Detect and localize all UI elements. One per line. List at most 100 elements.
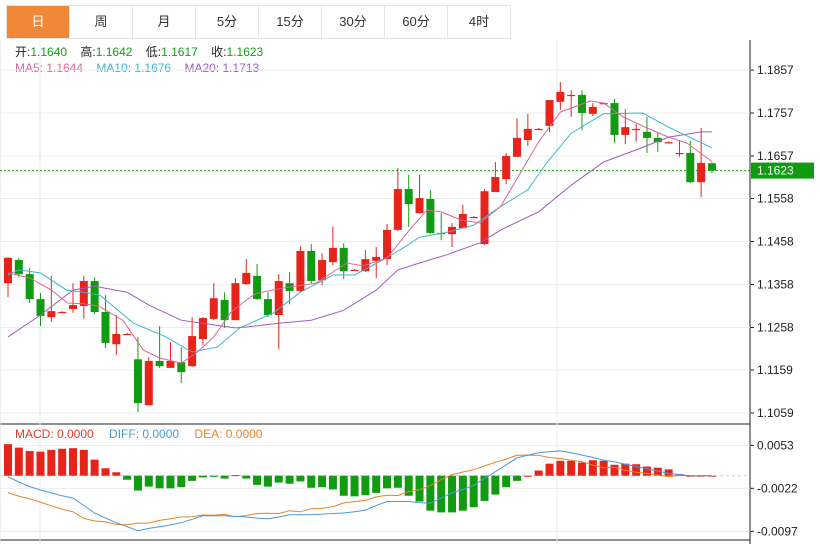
candle <box>426 189 435 235</box>
candle-body <box>209 298 218 319</box>
price-tick-label: 1.1059 <box>757 406 794 420</box>
candle-body <box>567 94 576 97</box>
macd-bar <box>599 460 608 476</box>
candle <box>588 103 597 116</box>
candle <box>642 116 651 153</box>
macd-panel <box>0 444 750 532</box>
ma5-value: MA5: 1.1644 <box>15 61 84 75</box>
macd-bar <box>231 475 240 477</box>
candle-body <box>534 128 543 131</box>
macd-bar <box>209 475 218 477</box>
candle <box>448 223 457 248</box>
candle-body <box>4 257 12 284</box>
macd-bar <box>155 475 164 489</box>
tab-7[interactable]: 4时 <box>448 6 511 38</box>
candle <box>653 131 662 153</box>
macd-bar <box>318 475 327 488</box>
candle <box>4 256 12 297</box>
macd-bar <box>4 444 12 476</box>
candle <box>577 90 586 131</box>
candle-body <box>415 198 424 214</box>
candle-body <box>36 299 45 316</box>
tab-3[interactable]: 5分 <box>196 6 259 38</box>
candle <box>47 275 56 322</box>
macd-bar <box>328 475 337 490</box>
candle-body <box>188 336 197 367</box>
tab-5[interactable]: 30分 <box>322 6 385 38</box>
candle-body <box>220 299 229 321</box>
tab-6[interactable]: 60分 <box>385 6 448 38</box>
candle <box>350 269 359 272</box>
candle-body <box>393 189 402 230</box>
macd-bar <box>556 460 565 476</box>
candle-body <box>133 359 142 404</box>
candle-body <box>112 333 121 345</box>
price-tick-label: 1.1159 <box>757 363 793 377</box>
macd-bar <box>296 475 305 482</box>
candle-body <box>664 142 673 144</box>
candle <box>610 98 619 144</box>
macd-bar <box>664 469 673 476</box>
macd-bar <box>101 468 110 476</box>
price-tick-label: 1.1857 <box>757 63 794 77</box>
open-label: 开: <box>15 45 31 59</box>
macd-bar <box>480 475 489 501</box>
macd-bar <box>513 475 522 481</box>
macd-bar <box>610 464 619 476</box>
candle <box>404 174 413 227</box>
candle-body <box>79 281 88 306</box>
candle <box>177 347 186 383</box>
candle-body <box>469 217 478 219</box>
macd-bar <box>188 475 197 481</box>
macd-bar <box>577 462 586 476</box>
candle-body <box>383 229 392 260</box>
candle <box>242 259 251 285</box>
macd-bar <box>632 464 641 476</box>
candle <box>68 283 77 313</box>
candle <box>25 268 34 303</box>
macd-bar <box>642 466 651 476</box>
macd-bar <box>242 475 251 479</box>
candle <box>274 274 283 349</box>
macd-bar <box>372 475 381 493</box>
macd-bar <box>404 475 413 496</box>
price-tick-label: 1.1258 <box>757 320 794 334</box>
diff-line <box>7 450 712 532</box>
candle-body <box>653 137 662 143</box>
candle <box>296 246 305 293</box>
tab-0[interactable]: 日 <box>7 6 70 38</box>
ma10-value: MA10: 1.1676 <box>96 61 172 75</box>
candle-body <box>502 155 511 180</box>
candle <box>556 82 565 110</box>
candle-body <box>404 189 413 205</box>
price-tick-label: 1.1358 <box>757 277 794 291</box>
candle <box>188 317 197 368</box>
macd-bar <box>68 448 77 476</box>
candle <box>144 357 153 406</box>
candle <box>123 333 132 336</box>
candle-body <box>318 259 327 281</box>
candle <box>697 128 706 198</box>
tab-1[interactable]: 周 <box>70 6 133 38</box>
candle <box>707 162 716 174</box>
macd-bar <box>339 475 348 496</box>
macd-bar <box>144 475 153 487</box>
macd-bar <box>502 475 511 488</box>
candle-body <box>697 162 706 183</box>
macd-bar <box>14 447 23 476</box>
ohlc-info: 开:1.1640 高:1.1642 低:1.1617 收:1.1623 MA5:… <box>15 44 273 76</box>
candle-body <box>307 250 316 282</box>
macd-bar <box>534 470 543 476</box>
current-price-label: 1.1623 <box>757 164 794 178</box>
ma20-value: MA20: 1.1713 <box>184 61 260 75</box>
tab-4[interactable]: 15分 <box>259 6 322 38</box>
ma10-line <box>7 112 713 353</box>
macd-bar <box>653 467 662 476</box>
macd-bar <box>393 475 402 488</box>
candle-body <box>242 272 251 285</box>
tab-2[interactable]: 月 <box>133 6 196 38</box>
candle-body <box>90 281 99 312</box>
ma-lines <box>7 100 713 364</box>
candle <box>90 277 99 315</box>
